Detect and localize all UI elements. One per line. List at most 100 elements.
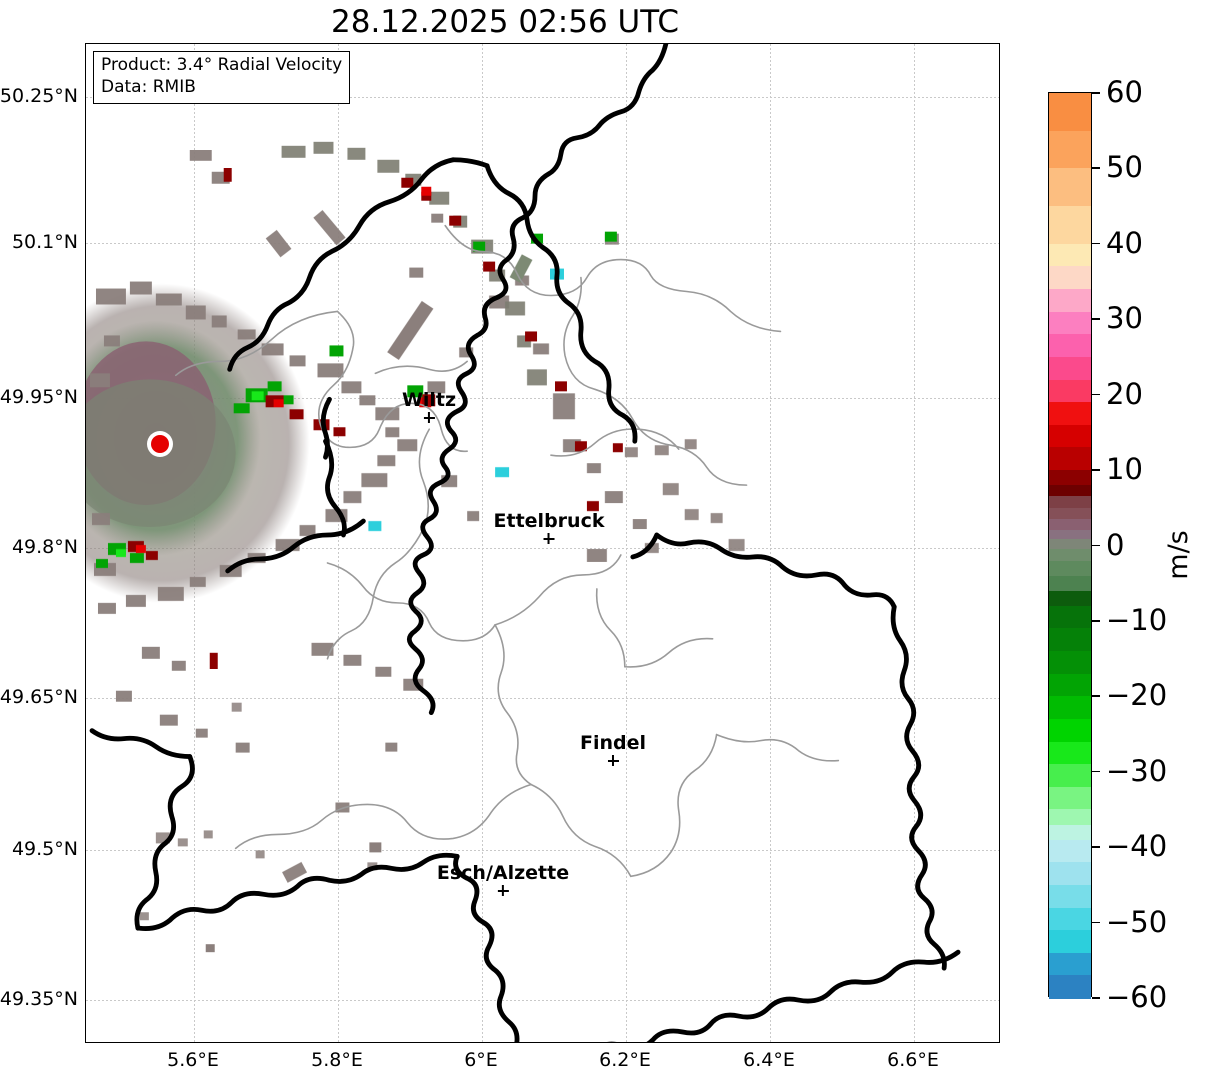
gridline-vertical	[770, 44, 771, 1042]
y-axis-tick-label: 49.95°N	[0, 386, 78, 408]
colorbar-tick-mark	[1092, 997, 1100, 999]
x-axis-tick-label: 6.6°E	[887, 1049, 939, 1071]
y-axis-tick-label: 50.1°N	[11, 231, 78, 253]
colorbar-band	[1049, 530, 1091, 541]
radar-map-plot[interactable]: Product: 3.4° Radial Velocity Data: RMIB…	[85, 43, 1000, 1043]
radar-site-marker[interactable]	[147, 431, 173, 457]
colorbar-axis-label: m/s	[1163, 530, 1194, 580]
gridline-vertical	[482, 44, 483, 1042]
colorbar-band	[1049, 334, 1091, 358]
city-label-findel: Findel	[580, 732, 646, 766]
city-name-text: Esch/Alzette	[436, 862, 570, 884]
colorbar-band	[1049, 289, 1091, 313]
colorbar-band	[1049, 549, 1091, 562]
colorbar-tick-mark	[1092, 92, 1100, 94]
colorbar-band	[1049, 824, 1091, 841]
colorbar-tick-mark	[1092, 318, 1100, 320]
colorbar-band	[1049, 507, 1091, 520]
colorbar-tick-label: 30	[1106, 301, 1143, 336]
colorbar-tick-mark	[1092, 695, 1100, 697]
x-tick-mark	[914, 1042, 915, 1043]
x-axis-tick-label: 6.4°E	[743, 1049, 795, 1071]
gridline-vertical	[338, 44, 339, 1042]
colorbar-band	[1049, 447, 1091, 471]
colorbar-tick-label: −20	[1106, 678, 1168, 713]
x-axis-tick-label: 5.8°E	[311, 1049, 363, 1071]
colorbar-band	[1049, 470, 1091, 486]
colorbar-band	[1049, 952, 1091, 976]
gridline-horizontal	[86, 97, 999, 98]
colorbar-band	[1049, 628, 1091, 652]
colorbar-band	[1049, 243, 1091, 268]
colorbar-band	[1049, 519, 1091, 531]
city-label-esch-alzette: Esch/Alzette	[437, 862, 569, 896]
x-tick-mark	[194, 1042, 195, 1043]
y-axis-tick-label: 49.65°N	[0, 686, 78, 708]
gridline-horizontal	[86, 1000, 999, 1001]
city-marker-icon	[423, 412, 435, 423]
colorbar-band	[1049, 485, 1091, 498]
city-marker-icon	[607, 755, 619, 766]
colorbar-tick-label: −50	[1106, 904, 1168, 939]
colorbar-band	[1049, 839, 1091, 863]
colorbar-tick-label: −60	[1106, 980, 1168, 1014]
colorbar-band	[1049, 862, 1091, 886]
gridline-vertical	[626, 44, 627, 1042]
y-axis-tick-label: 49.5°N	[11, 838, 78, 860]
colorbar-band	[1049, 379, 1091, 403]
page-title: 28.12.2025 02:56 UTC	[331, 4, 679, 40]
colorbar-tick-mark	[1092, 167, 1100, 169]
colorbar-tick-mark	[1092, 619, 1100, 622]
radar-echo-layer	[86, 79, 745, 953]
colorbar-tick-label: 40	[1106, 225, 1143, 260]
colorbar-gradient	[1048, 92, 1092, 999]
colorbar-tick-mark	[1092, 544, 1100, 547]
x-tick-mark	[482, 1042, 483, 1043]
colorbar-band	[1049, 605, 1091, 630]
info-data-line: Data: RMIB	[101, 76, 196, 97]
colorbar-band	[1049, 402, 1091, 426]
colorbar-band	[1049, 560, 1091, 577]
colorbar-tick-mark	[1092, 770, 1100, 773]
x-tick-mark	[626, 1042, 627, 1043]
colorbar-tick-label: 60	[1106, 75, 1143, 109]
x-axis-tick-label: 6.2°E	[599, 1049, 651, 1071]
colorbar-band	[1049, 168, 1091, 207]
y-axis-tick-label: 49.35°N	[0, 988, 78, 1010]
colorbar-band	[1049, 786, 1091, 811]
gridline-horizontal	[86, 698, 999, 699]
colorbar-band	[1049, 575, 1091, 592]
colorbar-tick-mark	[1092, 921, 1100, 924]
city-name-text: Ettelbruck	[493, 510, 605, 532]
colorbar-band	[1049, 206, 1091, 245]
colorbar-band	[1049, 311, 1091, 335]
gridline-horizontal	[86, 398, 999, 399]
colorbar-band	[1049, 130, 1091, 169]
colorbar-tick-label: −40	[1106, 829, 1168, 864]
colorbar-band	[1049, 496, 1091, 509]
colorbar-tick-mark	[1092, 242, 1100, 245]
product-info-box: Product: 3.4° Radial Velocity Data: RMIB	[93, 51, 351, 104]
gridline-horizontal	[86, 548, 999, 549]
colorbar-band	[1049, 884, 1091, 909]
colorbar-band	[1049, 718, 1091, 743]
colorbar-band	[1049, 590, 1091, 607]
colorbar-tick-label: 0	[1106, 527, 1125, 562]
x-axis-tick-label: 6°E	[464, 1049, 498, 1071]
y-axis-tick-label: 50.25°N	[0, 85, 78, 107]
velocity-colorbar[interactable]: 60 50 40 30 20 10 0 −10 −20 −30 −40 −50 −60	[1048, 75, 1167, 1014]
colorbar-band	[1049, 975, 1091, 999]
colorbar-tick-label: −10	[1106, 602, 1168, 637]
y-axis-tick-label: 49.8°N	[11, 536, 78, 558]
colorbar-tick-mark	[1092, 469, 1100, 471]
colorbar-band	[1049, 907, 1091, 931]
colorbar-band	[1049, 424, 1091, 449]
colorbar-tick-mark	[1092, 393, 1100, 396]
colorbar-band	[1049, 809, 1091, 826]
city-label-wiltz: Wiltz	[402, 389, 456, 423]
colorbar-band	[1049, 266, 1091, 290]
info-product-line: Product: 3.4° Radial Velocity	[101, 55, 343, 75]
gridline-vertical	[914, 44, 915, 1042]
colorbar-tick-label: 10	[1106, 452, 1143, 487]
gridline-horizontal	[86, 850, 999, 851]
